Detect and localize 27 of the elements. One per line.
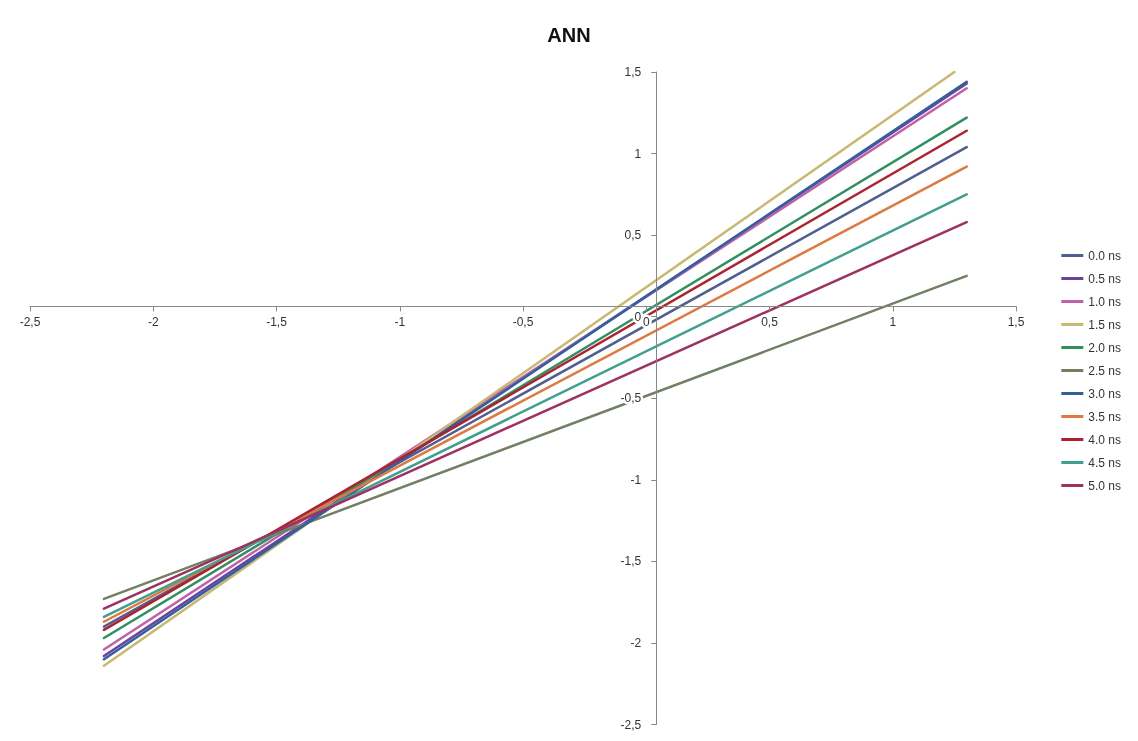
legend-label: 1.5 ns [1088, 317, 1122, 332]
legend-label: 2.0 ns [1088, 340, 1122, 355]
y-tick-label: 0,5 [624, 228, 642, 243]
x-tick-label: 1,5 [1007, 315, 1025, 330]
y-tick-label: -1,5 [620, 554, 642, 569]
y-tick-label: 1,5 [624, 65, 642, 79]
y-tick-label: -2,5 [620, 717, 642, 732]
legend-label: 3.0 ns [1088, 386, 1122, 401]
x-tick-label: -2,5 [19, 315, 41, 330]
legend-label: 5.0 ns [1088, 478, 1122, 493]
x-tick-label: 0,5 [761, 315, 779, 330]
y-tick-label: -1 [630, 472, 642, 487]
x-tick-label: -2 [147, 315, 159, 330]
legend-label: 1.0 ns [1088, 294, 1122, 309]
legend-label: 0.0 ns [1088, 248, 1122, 263]
x-tick-label: -0,5 [512, 315, 534, 330]
chart-title: ANN [547, 24, 591, 46]
legend-label: 4.5 ns [1088, 455, 1122, 470]
legend-label: 3.5 ns [1088, 409, 1122, 424]
x-tick-label: 1 [889, 315, 897, 330]
x-tick-label: -1 [394, 315, 406, 330]
legend-label: 4.0 ns [1088, 432, 1122, 447]
y-tick-label: -2 [630, 635, 642, 650]
y-tick-label: 1 [634, 146, 642, 161]
legend-label: 2.5 ns [1088, 363, 1122, 378]
x-tick-label: -1,5 [266, 315, 288, 330]
legend-label: 0.5 ns [1088, 271, 1122, 286]
